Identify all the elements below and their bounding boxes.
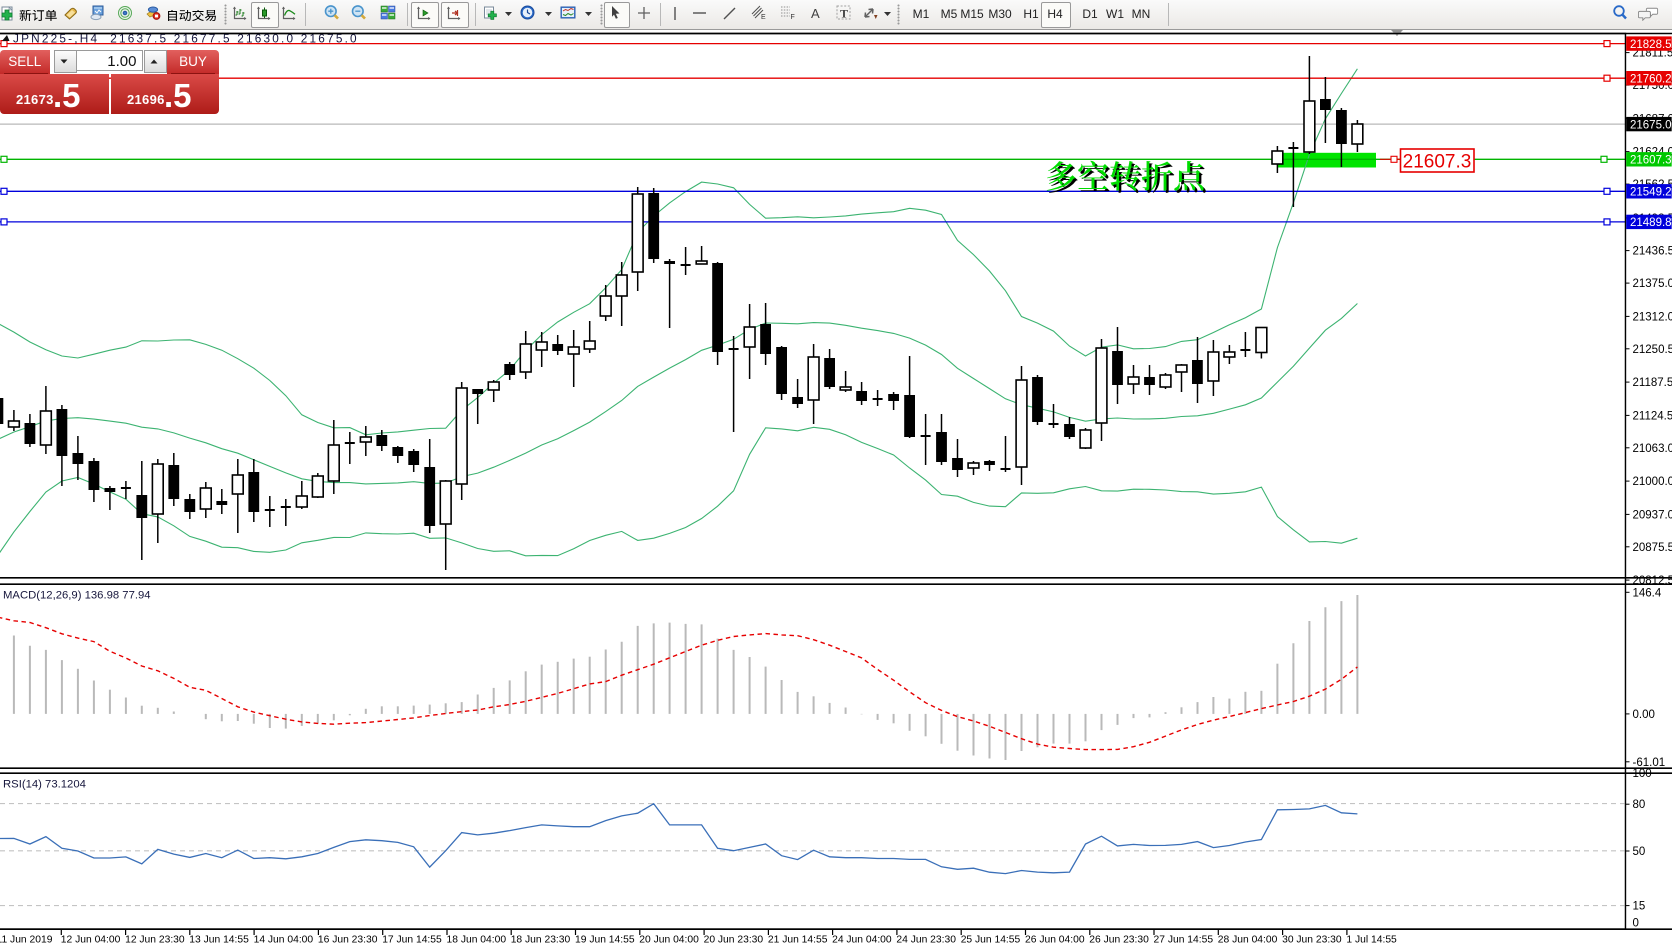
svg-text:F: F (791, 14, 795, 21)
svg-text:26 Jun 04:00: 26 Jun 04:00 (1025, 935, 1085, 946)
svg-text:11 Jun 2019: 11 Jun 2019 (0, 935, 53, 946)
svg-text:50: 50 (1633, 846, 1646, 858)
svg-text:RSI(14) 73.1204: RSI(14) 73.1204 (3, 779, 86, 791)
svg-text:21250.5: 21250.5 (1633, 344, 1672, 356)
svg-text:MACD(12,26,9) 136.98 77.94: MACD(12,26,9) 136.98 77.94 (3, 590, 151, 602)
svg-text:E: E (761, 14, 766, 21)
svg-text:20875.5: 20875.5 (1633, 542, 1672, 554)
svg-text:0: 0 (1633, 918, 1639, 930)
svg-text:15: 15 (1633, 901, 1646, 913)
svg-text:16 Jun 23:30: 16 Jun 23:30 (318, 935, 378, 946)
svg-text:28 Jun 04:00: 28 Jun 04:00 (1218, 935, 1278, 946)
svg-text:13 Jun 14:55: 13 Jun 14:55 (189, 935, 249, 946)
svg-text:14 Jun 04:00: 14 Jun 04:00 (254, 935, 314, 946)
svg-text:21549.2: 21549.2 (1630, 187, 1672, 199)
svg-text:21063.0: 21063.0 (1633, 443, 1672, 455)
svg-text:21489.8: 21489.8 (1630, 217, 1672, 229)
svg-text:21000.0: 21000.0 (1633, 476, 1672, 488)
svg-text:1 Jul 14:55: 1 Jul 14:55 (1346, 935, 1397, 946)
svg-text:18 Jun 04:00: 18 Jun 04:00 (447, 935, 507, 946)
svg-text:21124.5: 21124.5 (1633, 410, 1672, 422)
svg-text:24 Jun 04:00: 24 Jun 04:00 (832, 935, 892, 946)
svg-text:80: 80 (1633, 799, 1646, 811)
svg-text:21312.0: 21312.0 (1633, 311, 1672, 323)
svg-text:20937.0: 20937.0 (1633, 509, 1672, 521)
svg-text:21375.0: 21375.0 (1633, 278, 1672, 290)
svg-text:26 Jun 23:30: 26 Jun 23:30 (1089, 935, 1149, 946)
svg-text:12 Jun 04:00: 12 Jun 04:00 (61, 935, 121, 946)
svg-text:21760.2: 21760.2 (1630, 73, 1672, 85)
svg-text:20812.5: 20812.5 (1633, 575, 1672, 587)
svg-text:19 Jun 14:55: 19 Jun 14:55 (575, 935, 635, 946)
svg-text:T: T (840, 7, 848, 21)
svg-text:21828.5: 21828.5 (1630, 39, 1672, 51)
svg-text:21607.3: 21607.3 (1403, 152, 1472, 173)
svg-text:30 Jun 23:30: 30 Jun 23:30 (1282, 935, 1342, 946)
svg-text:100: 100 (1633, 768, 1652, 780)
svg-text:20 Jun 23:30: 20 Jun 23:30 (704, 935, 764, 946)
svg-text:17 Jun 14:55: 17 Jun 14:55 (382, 935, 442, 946)
svg-text:27 Jun 14:55: 27 Jun 14:55 (1154, 935, 1214, 946)
svg-text:12 Jun 23:30: 12 Jun 23:30 (125, 935, 185, 946)
svg-text:18 Jun 23:30: 18 Jun 23:30 (511, 935, 571, 946)
svg-text:A: A (811, 6, 820, 21)
svg-text:-61.01: -61.01 (1633, 757, 1666, 769)
svg-text:21 Jun 14:55: 21 Jun 14:55 (768, 935, 828, 946)
svg-text:146.4: 146.4 (1633, 587, 1662, 599)
svg-text:JPN225-,H4 21637.5 21677.5 21: JPN225-,H4 21637.5 21677.5 21630.0 21675… (13, 32, 359, 46)
svg-text:21675.0: 21675.0 (1630, 119, 1672, 131)
svg-text:0.00: 0.00 (1633, 709, 1655, 721)
svg-text:21436.5: 21436.5 (1633, 246, 1672, 258)
svg-text:25 Jun 14:55: 25 Jun 14:55 (961, 935, 1021, 946)
svg-text:24 Jun 23:30: 24 Jun 23:30 (896, 935, 956, 946)
svg-text:21607.3: 21607.3 (1630, 155, 1672, 167)
svg-text:21187.5: 21187.5 (1633, 377, 1672, 389)
svg-text:20 Jun 04:00: 20 Jun 04:00 (639, 935, 699, 946)
